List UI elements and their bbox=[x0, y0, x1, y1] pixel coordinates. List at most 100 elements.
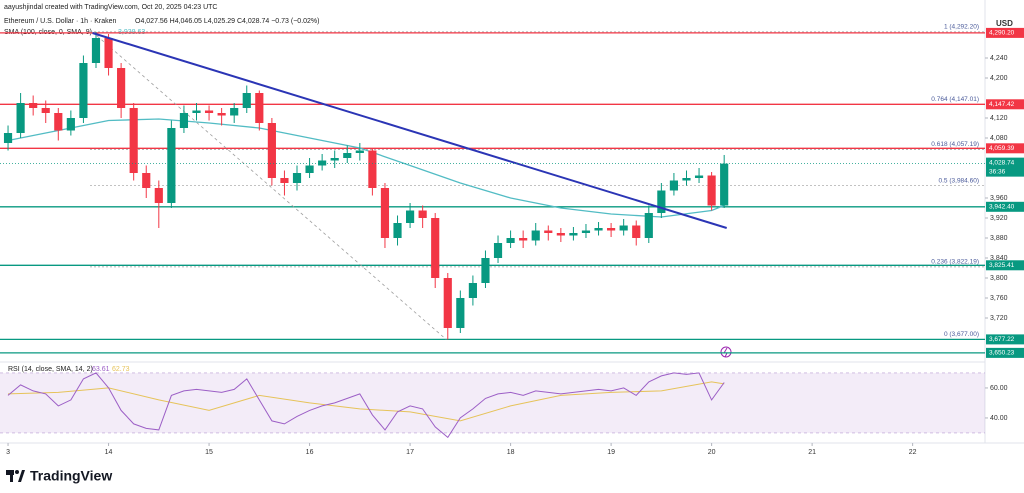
candle-body bbox=[393, 223, 402, 238]
candle-body bbox=[682, 178, 691, 181]
y-tick-label: 3,840 bbox=[990, 255, 1008, 262]
candle-body bbox=[280, 178, 289, 183]
x-tick-label: 15 bbox=[205, 449, 213, 456]
level-label: 4,059.39 bbox=[989, 145, 1015, 152]
x-tick-label: 22 bbox=[909, 449, 917, 456]
last-price-box bbox=[986, 157, 1024, 177]
x-tick-label: 19 bbox=[607, 449, 615, 456]
candle-body bbox=[368, 150, 377, 188]
level-box bbox=[986, 334, 1024, 345]
candle-body bbox=[355, 150, 364, 153]
candle-body bbox=[179, 113, 189, 128]
y-tick-label: 3,960 bbox=[990, 195, 1008, 202]
fib-diagonal bbox=[92, 31, 447, 340]
countdown: 36:36 bbox=[989, 168, 1006, 175]
y-tick-label: 4,200 bbox=[990, 75, 1008, 82]
candle-body bbox=[3, 133, 13, 143]
level-box bbox=[986, 201, 1024, 212]
level-label: 3,942.40 bbox=[989, 204, 1015, 211]
candle-body bbox=[117, 68, 126, 108]
candle-body bbox=[330, 158, 339, 161]
level-label: 3,825.41 bbox=[989, 262, 1015, 269]
y-tick-label: 3,760 bbox=[990, 295, 1008, 302]
level-box bbox=[986, 27, 1024, 38]
rsi-ma-value: 62.73 bbox=[112, 366, 130, 373]
fib-label: 0.764 (4,147.01) bbox=[931, 96, 979, 103]
credit: aayushjindal created with TradingView.co… bbox=[4, 4, 218, 11]
candle-body bbox=[644, 213, 653, 238]
candle-body bbox=[54, 113, 63, 131]
y-tick-label: 4,240 bbox=[990, 55, 1008, 62]
candle-body bbox=[242, 93, 251, 108]
rsi-ma-line bbox=[7, 381, 725, 422]
logo bbox=[6, 470, 25, 482]
fib-label: 0.618 (4,057.19) bbox=[931, 141, 979, 148]
level-box bbox=[986, 260, 1024, 271]
candle-body bbox=[556, 233, 565, 236]
x-tick-label: 20 bbox=[708, 449, 716, 456]
candle-body bbox=[192, 110, 201, 113]
candle-body bbox=[720, 163, 729, 206]
candle-body bbox=[104, 38, 113, 68]
candle-body bbox=[493, 243, 503, 258]
candle-body bbox=[41, 108, 50, 113]
rsi-tick-label: 40.00 bbox=[990, 415, 1008, 422]
candle-body bbox=[468, 283, 477, 298]
candle-body bbox=[519, 238, 528, 241]
candle-body bbox=[694, 175, 704, 178]
level-label: 3,677.22 bbox=[989, 336, 1015, 343]
candle-body bbox=[481, 258, 490, 283]
y-tick-label: 4,120 bbox=[990, 115, 1008, 122]
candle-body bbox=[167, 128, 176, 203]
fib-label: 0.5 (3,984.60) bbox=[939, 177, 979, 184]
y-tick-label: 3,880 bbox=[990, 235, 1008, 242]
event-icon[interactable] bbox=[720, 346, 732, 358]
brand: TradingView bbox=[30, 468, 112, 484]
candle-body bbox=[142, 173, 151, 188]
candle-body bbox=[569, 233, 578, 236]
x-tick-label: 17 bbox=[406, 449, 414, 456]
x-tick-label: 14 bbox=[105, 449, 113, 456]
logo-part bbox=[15, 470, 19, 474]
currency: USD bbox=[996, 19, 1013, 28]
x-tick-label: 16 bbox=[306, 449, 314, 456]
candle-body bbox=[531, 230, 540, 241]
candle-body bbox=[594, 228, 603, 231]
candle-body bbox=[16, 103, 25, 133]
candle-body bbox=[443, 278, 452, 328]
candle-body bbox=[255, 93, 264, 123]
rsi-legend: RSI (14, close, SMA, 14, 2) bbox=[8, 366, 93, 373]
level-label: 4,147.42 bbox=[989, 101, 1015, 108]
candle-body bbox=[669, 180, 679, 191]
candle-body bbox=[154, 188, 163, 203]
candle-body bbox=[707, 175, 716, 206]
logo-part bbox=[18, 470, 25, 482]
candle-body bbox=[29, 103, 38, 108]
candle-body bbox=[581, 230, 591, 233]
x-tick-label: 18 bbox=[507, 449, 515, 456]
y-tick-label: 3,800 bbox=[990, 275, 1008, 282]
y-tick-label: 3,720 bbox=[990, 315, 1008, 322]
ohlc: O4,027.56 H4,046.05 L4,025.29 C4,028.74 … bbox=[135, 18, 319, 25]
rsi-band bbox=[0, 372, 985, 433]
candle-body bbox=[607, 228, 616, 231]
candle-body bbox=[380, 188, 390, 238]
candle-body bbox=[657, 190, 666, 213]
y-tick-label: 4,080 bbox=[990, 135, 1008, 142]
candle-body bbox=[632, 225, 641, 238]
rsi-value: 63.61 bbox=[92, 366, 110, 373]
candle-body bbox=[544, 230, 553, 233]
rsi-line bbox=[7, 372, 725, 439]
level-label: 4,290.20 bbox=[989, 30, 1015, 37]
candle-body bbox=[318, 160, 327, 166]
level-box bbox=[986, 99, 1024, 110]
logo-part bbox=[10, 470, 13, 482]
symbol-title: Ethereum / U.S. Dollar · 1h · Kraken bbox=[4, 18, 117, 25]
candle-body bbox=[217, 113, 226, 116]
level-box bbox=[986, 347, 1024, 358]
level-box bbox=[986, 143, 1024, 154]
candle-body bbox=[292, 173, 302, 183]
x-tick-label: 3 bbox=[6, 449, 10, 456]
